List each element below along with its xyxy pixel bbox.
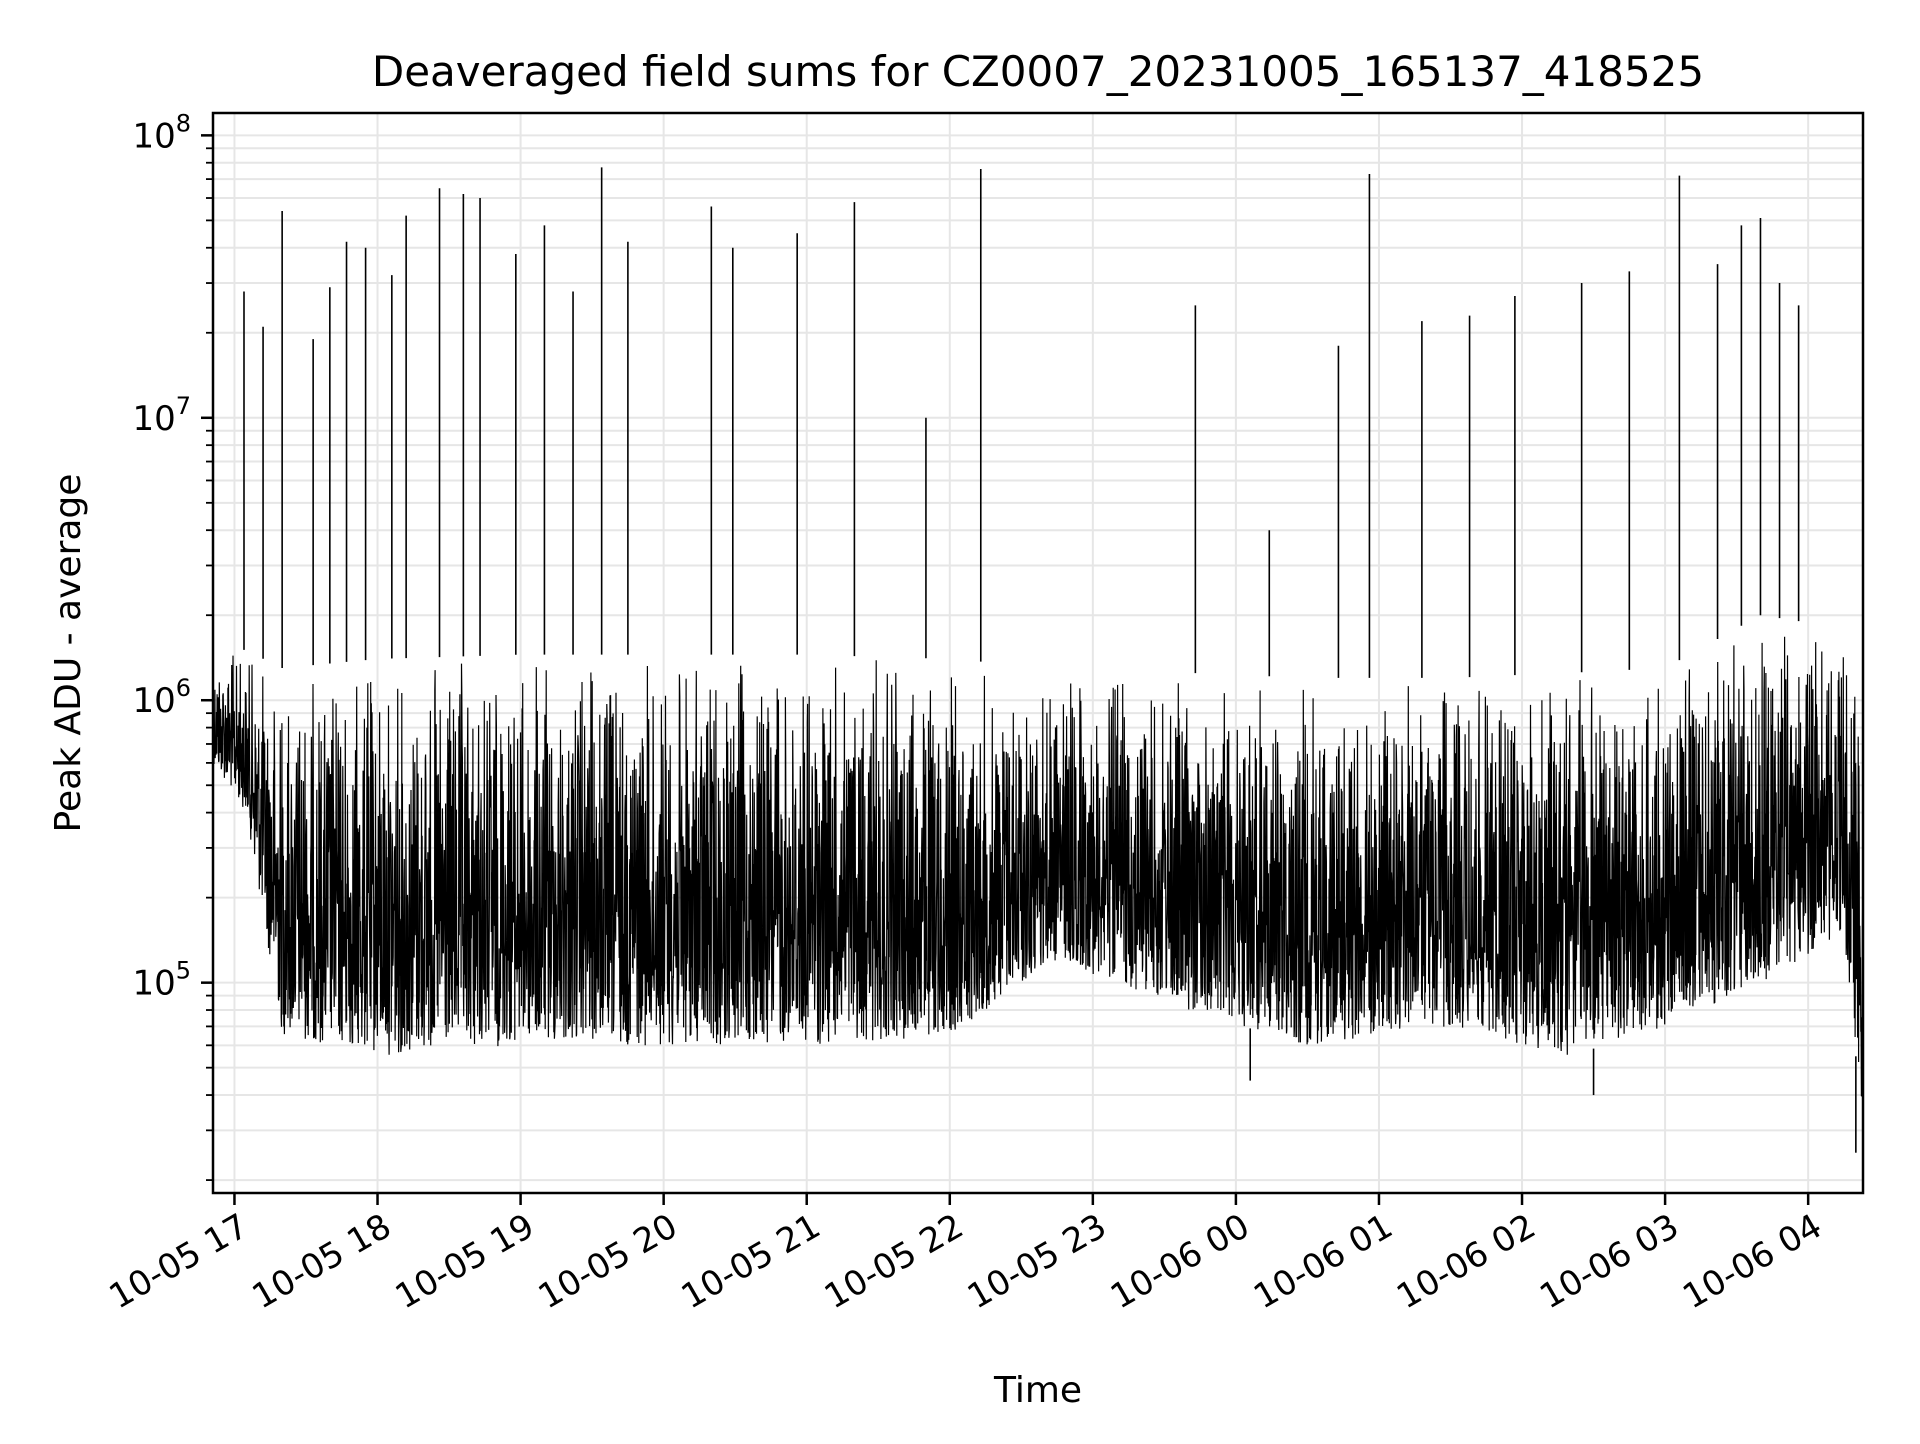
chart-title: Deaveraged field sums for CZ0007_2023100… [372,47,1704,96]
y-ticks-layer: 105 106 107 108 [132,109,213,1181]
y-tick-label: 108 [132,109,191,156]
y-tick-label: 105 [132,957,191,1004]
y-tick-label: 106 [132,674,191,721]
series-line [212,636,1864,1097]
y-axis-label: Peak ADU - average [48,474,89,833]
data-layer [212,167,1864,1153]
plot-frame [211,111,1865,1195]
y-tick-label: 107 [132,392,191,439]
x-axis-label: Time [993,1370,1082,1411]
